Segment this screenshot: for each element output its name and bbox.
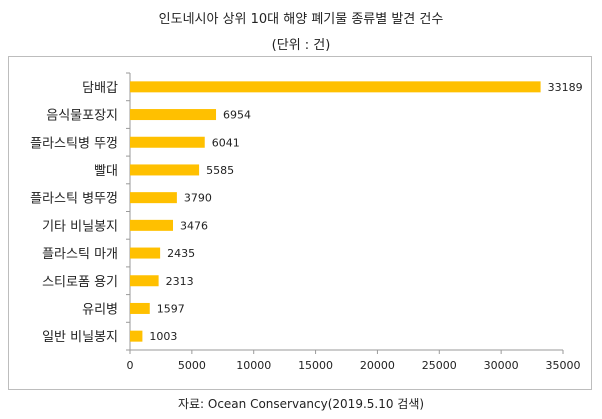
bar <box>130 247 161 259</box>
data-label: 2435 <box>167 247 195 260</box>
bar-chart: 0 5000 10000 15000 20000 25000 30000 35000 담배갑 33… <box>30 72 583 372</box>
x-tick-label: 20000 <box>360 359 395 372</box>
bar <box>130 275 159 287</box>
bar <box>130 81 541 93</box>
bar <box>130 164 200 176</box>
bar <box>130 330 143 342</box>
category-label: 플라스틱 마개 <box>42 247 118 262</box>
x-tick-label: 35000 <box>546 359 581 372</box>
x-tick-label: 30000 <box>484 359 519 372</box>
data-label: 6041 <box>212 136 240 149</box>
source-note: 자료: Ocean Conservancy(2019.5.10 검색) <box>177 397 425 411</box>
category-label: 담배갑 <box>82 81 118 96</box>
data-label: 33189 <box>548 81 583 94</box>
category-label: 기타 비닐봉지 <box>42 219 118 234</box>
data-label: 2313 <box>166 275 194 288</box>
data-label: 1003 <box>149 330 177 343</box>
bar <box>130 219 174 231</box>
data-label: 1597 <box>157 302 185 315</box>
data-label: 3476 <box>180 219 208 232</box>
bar <box>130 302 150 314</box>
category-label: 유리병 <box>82 302 118 317</box>
data-label: 5585 <box>206 164 234 177</box>
data-label: 3790 <box>184 192 212 205</box>
bar <box>130 192 177 204</box>
bar <box>130 136 205 148</box>
category-label: 일반 비닐봉지 <box>42 330 118 345</box>
x-tick-label: 25000 <box>422 359 457 372</box>
category-label: 플라스틱 병뚜껑 <box>30 192 118 207</box>
category-label: 플라스틱병 뚜껑 <box>30 136 118 151</box>
chart-frame: 0 5000 10000 15000 20000 25000 30000 35000 담배갑 33… <box>8 56 592 390</box>
x-tick-label: 5000 <box>178 359 206 372</box>
category-label: 스티로폼 용기 <box>42 275 118 290</box>
x-tick-label: 15000 <box>298 359 333 372</box>
category-label: 음식물포장지 <box>46 109 118 124</box>
chart-unit-label: (단위 : 건) <box>271 38 331 53</box>
bar <box>130 109 217 121</box>
x-tick-label: 0 <box>127 359 134 372</box>
data-label: 6954 <box>223 109 251 122</box>
x-tick-label: 10000 <box>236 359 271 372</box>
chart-title: 인도네시아 상위 10대 해양 폐기물 종류별 발견 건수 <box>158 12 444 27</box>
category-label: 빨대 <box>94 164 118 179</box>
